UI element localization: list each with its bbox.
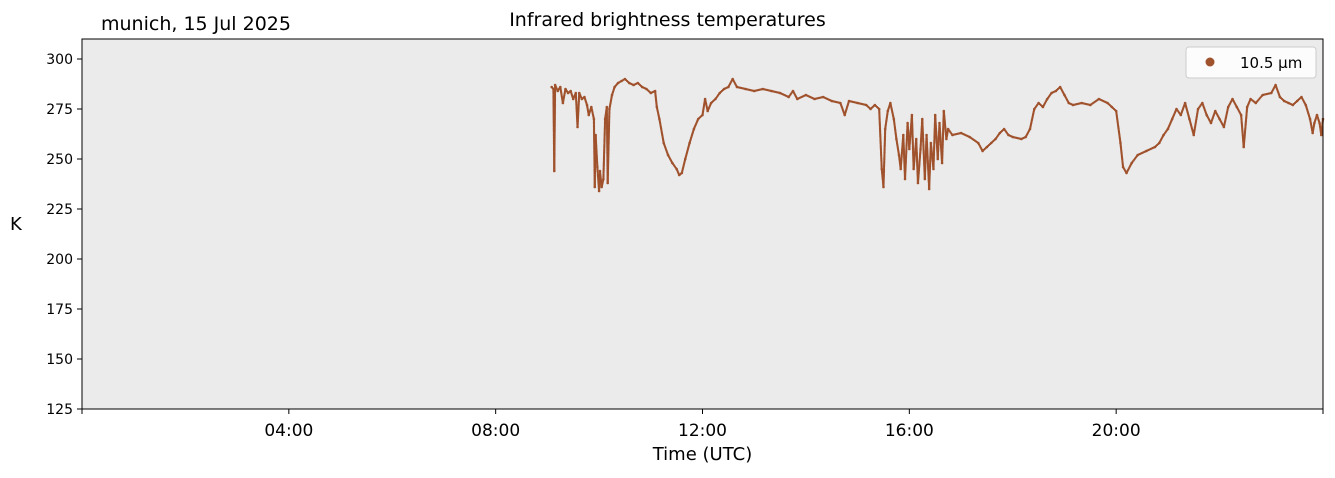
- y-tick-label: 250: [46, 152, 73, 168]
- y-tick-label: 150: [46, 352, 73, 368]
- plot-frame: [81, 38, 1324, 410]
- x-tick-label: 16:00: [885, 421, 934, 441]
- y-tick-label: 225: [46, 202, 73, 218]
- y-tick-label: 275: [46, 102, 73, 118]
- location-date-label: munich, 15 Jul 2025: [101, 13, 291, 35]
- y-axis-label: K: [10, 214, 22, 235]
- x-tick-label: 08:00: [471, 421, 520, 441]
- legend-marker: [1205, 57, 1215, 67]
- y-tick-label: 300: [46, 52, 73, 68]
- ticks-layer: 04:00 08:00 12:00 16:00 20:00 125 150 175 200 225…: [46, 52, 1324, 441]
- series-layer: [550, 77, 1325, 193]
- x-tick-label: 04:00: [264, 421, 313, 441]
- legend-label: 10.5 µm: [1240, 54, 1302, 72]
- chart-title: Infrared brightness temperatures: [509, 9, 826, 31]
- plot-area: [82, 39, 1323, 409]
- y-tick-label: 175: [46, 302, 73, 318]
- x-tick-label: 12:00: [678, 421, 727, 441]
- x-tick-label: 20:00: [1092, 421, 1141, 441]
- y-tick-label: 125: [46, 402, 73, 418]
- legend: 10.5 µm: [1185, 46, 1317, 79]
- legend-box: [1185, 46, 1317, 79]
- y-tick-label: 200: [46, 252, 73, 268]
- x-axis-label: Time (UTC): [652, 444, 753, 465]
